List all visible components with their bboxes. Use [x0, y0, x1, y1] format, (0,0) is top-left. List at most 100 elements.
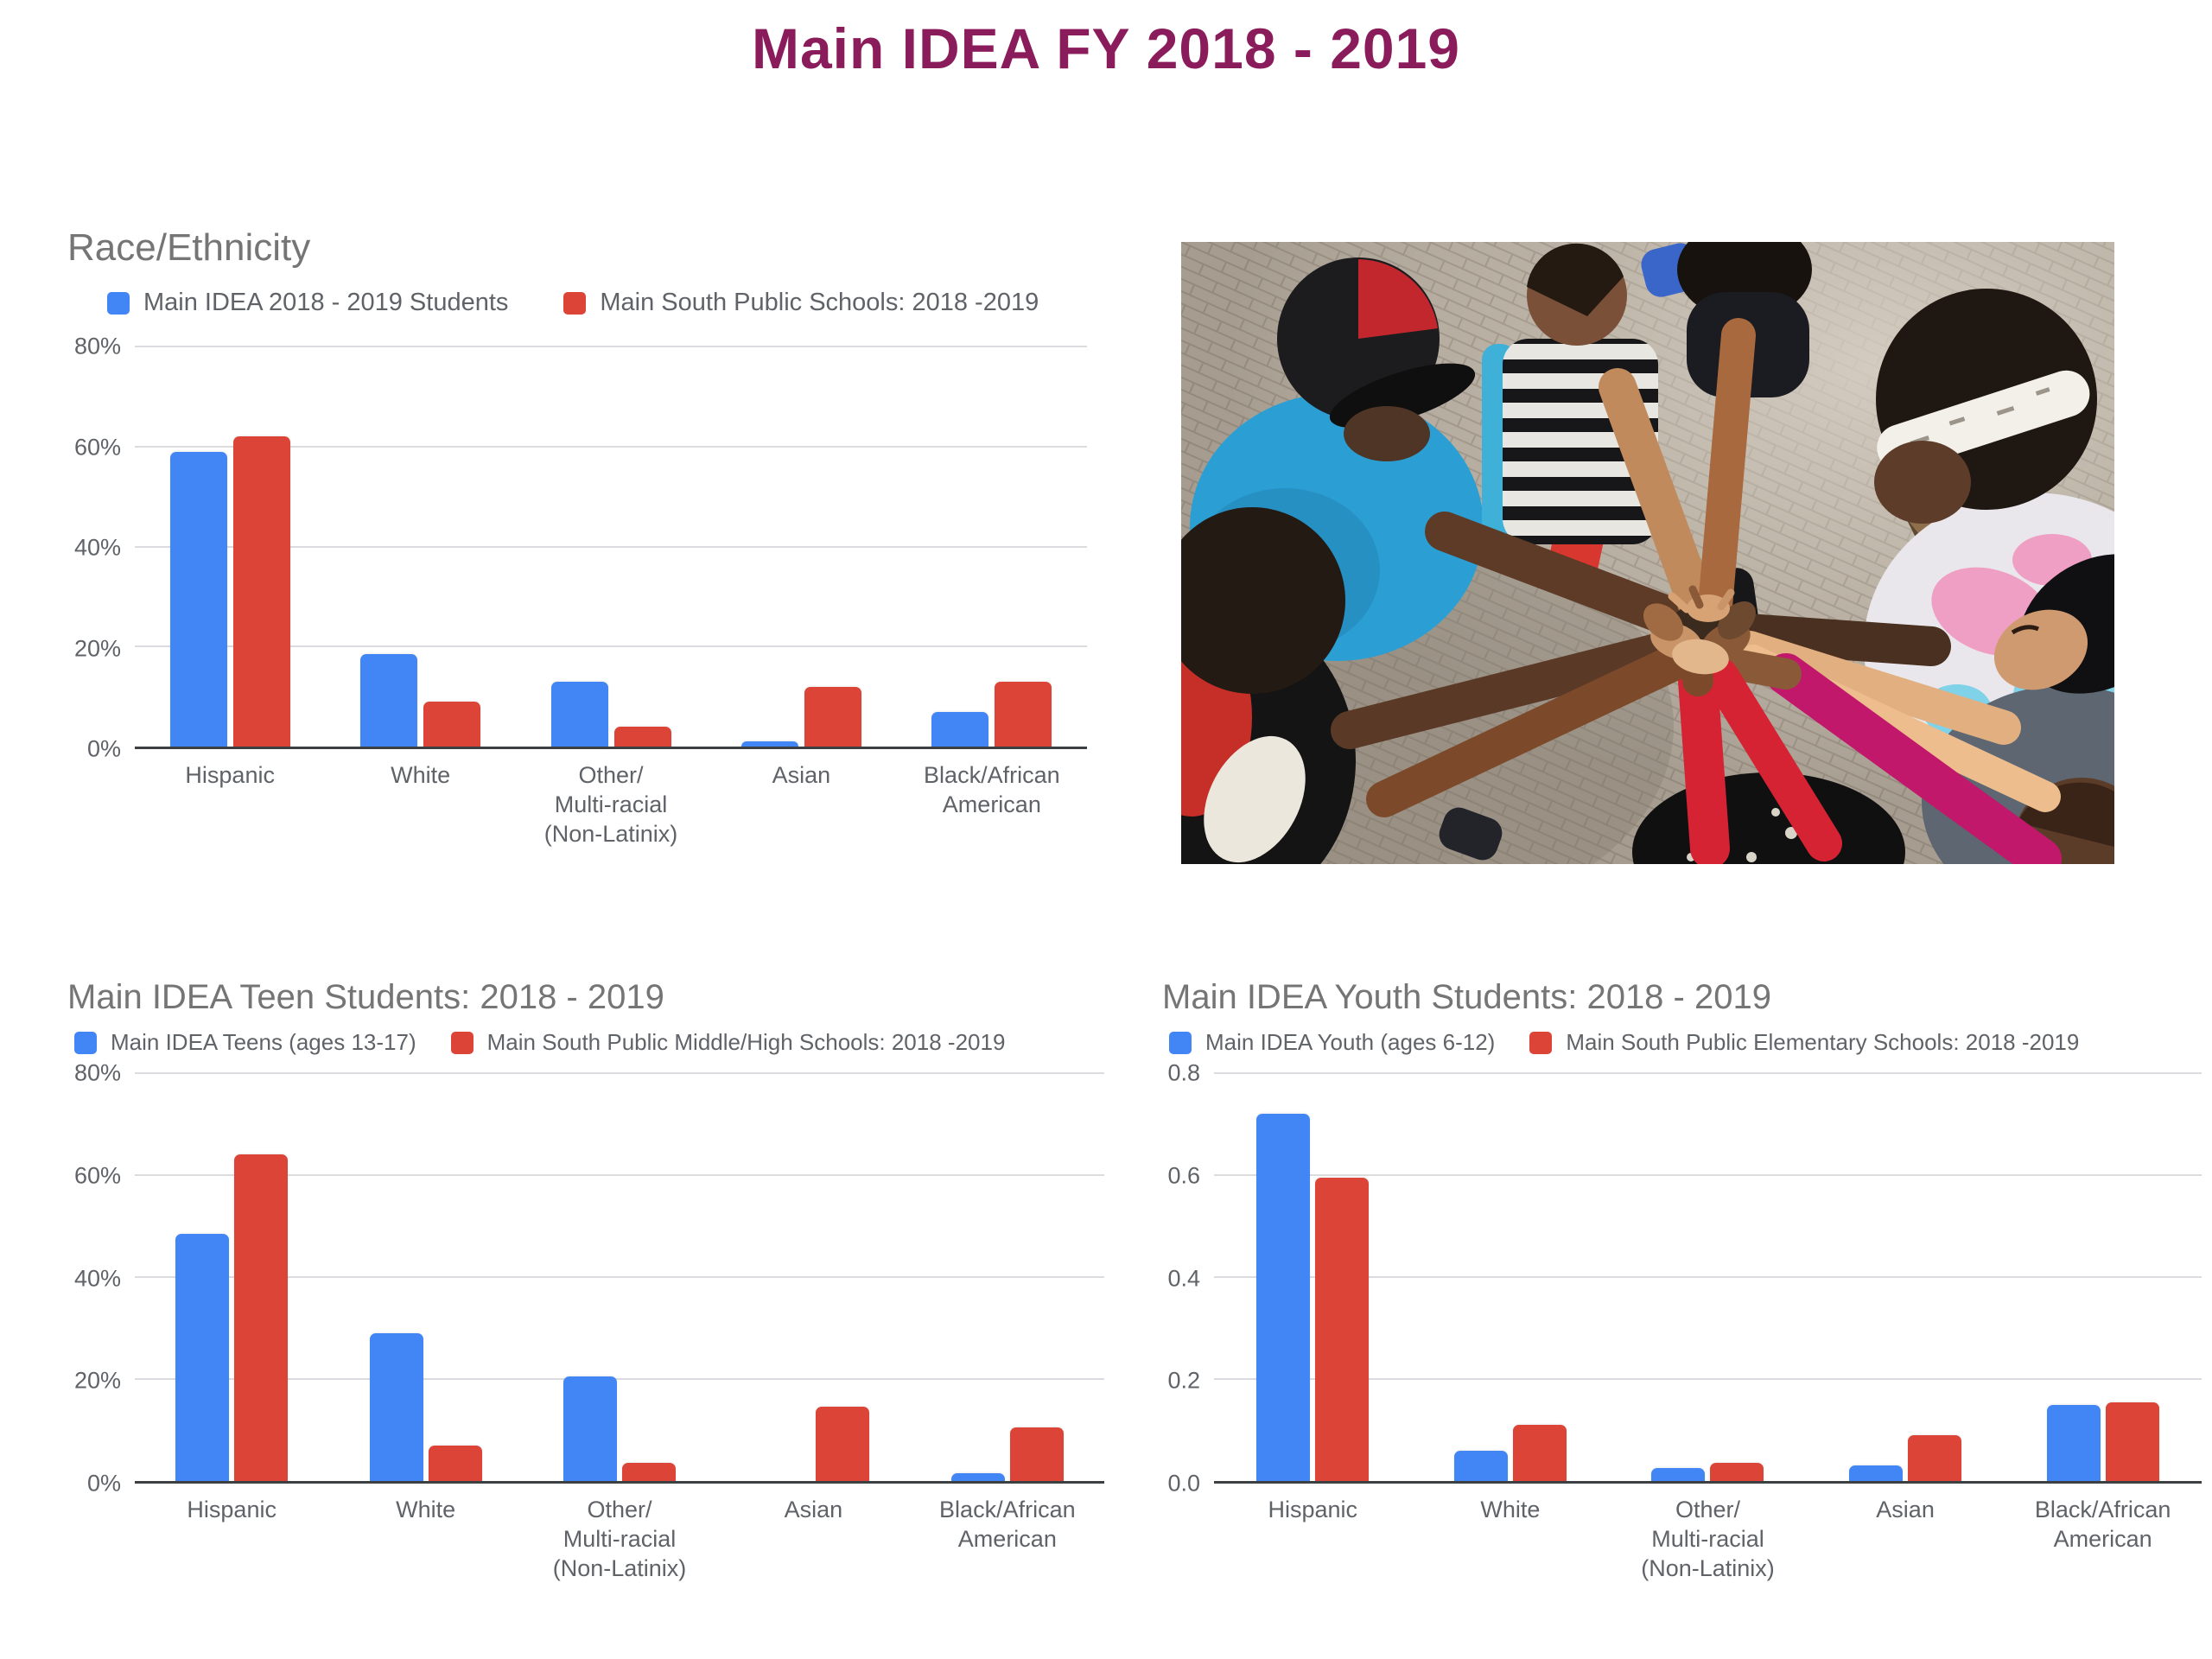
chart-title: Race/Ethnicity — [67, 226, 311, 269]
bar-plot — [135, 1072, 1104, 1484]
bar-group — [325, 346, 515, 747]
y-axis-tick-label: 20% — [73, 1367, 121, 1394]
y-axis: 0.8 0.6 0.4 0.2 0.0 — [1162, 1060, 1214, 1497]
y-axis-tick-label: 40% — [73, 534, 121, 561]
bar-group — [897, 346, 1087, 747]
y-axis-tick-label: 60% — [73, 1162, 121, 1189]
x-axis-category-label: Other/ Multi-racial (Non-Latinix) — [543, 762, 678, 847]
plot-area: 80% 60% 40% 20% 0% — [67, 334, 1087, 762]
bar — [816, 1407, 870, 1481]
plot-area: 0.8 0.6 0.4 0.2 0.0 — [1162, 1060, 2202, 1497]
bar-plot — [1214, 1072, 2202, 1484]
gridline — [135, 346, 1087, 347]
legend-label: Main South Public Elementary Schools: 20… — [1566, 1029, 2080, 1055]
legend-swatch-red — [1529, 1031, 1553, 1054]
x-axis-category-label: Black/African American — [924, 762, 1060, 817]
bar — [175, 1233, 230, 1481]
bar — [804, 686, 861, 747]
x-axis-category-label: Hispanic — [185, 762, 275, 788]
bar — [1453, 1450, 1508, 1481]
x-axis-category-label: White — [396, 1497, 456, 1522]
legend-swatch-blue — [107, 291, 130, 315]
y-axis-tick-label: 0% — [86, 735, 121, 762]
x-axis-category-label: Other/ Multi-racial (Non-Latinix) — [552, 1497, 687, 1581]
bar — [234, 1154, 289, 1481]
x-axis-category-label: Asian — [784, 1497, 843, 1522]
bar-group — [328, 1073, 522, 1481]
bar-group — [135, 346, 325, 747]
legend-swatch-blue — [74, 1031, 97, 1054]
x-axis: Hispanic White Other/ Multi-racial (Non-La… — [135, 1496, 1104, 1583]
legend-label: Main South Public Schools: 2018 -2019 — [600, 289, 1039, 316]
bar-group — [523, 1073, 716, 1481]
x-axis-category-label: White — [391, 762, 451, 788]
bar — [1849, 1465, 1904, 1481]
y-axis-tick-label: 40% — [73, 1265, 121, 1291]
y-axis-tick-label: 0.6 — [1167, 1162, 1200, 1189]
legend-item-main-idea: Main IDEA Youth (ages 6-12) — [1169, 1029, 1495, 1056]
bar — [931, 711, 989, 747]
x-axis-category-label: Black/African American — [2034, 1497, 2171, 1552]
bar — [423, 701, 481, 747]
gridline — [135, 445, 1087, 448]
legend-label: Main South Public Middle/High Schools: 2… — [486, 1029, 1006, 1055]
bar — [1315, 1177, 1370, 1481]
x-axis-category-label: Asian — [1876, 1497, 1935, 1522]
bar-group — [911, 1073, 1104, 1481]
y-axis-tick-label: 80% — [73, 1059, 121, 1086]
bar — [741, 741, 798, 747]
gridline — [135, 645, 1087, 648]
bar-group — [706, 346, 896, 747]
legend-swatch-blue — [1169, 1031, 1192, 1054]
bar-group — [716, 1073, 910, 1481]
legend-swatch-red — [450, 1031, 474, 1054]
chart-legend: Main IDEA Teens (ages 13-17) Main South … — [74, 1029, 1104, 1056]
chart-legend: Main IDEA Youth (ages 6-12) Main South P… — [1169, 1029, 2202, 1056]
x-axis-category-label: Hispanic — [1268, 1497, 1358, 1522]
y-axis-tick-label: 0% — [86, 1470, 121, 1497]
y-axis: 80% 60% 40% 20% 0% — [67, 1060, 135, 1497]
bar — [1710, 1463, 1764, 1481]
bar-plot — [135, 346, 1087, 749]
bar-group — [1214, 1073, 1412, 1481]
bar — [995, 681, 1052, 747]
teen-students-chart: Main IDEA Teen Students: 2018 - 2019 Mai… — [67, 978, 1104, 1583]
x-axis-category-label: White — [1480, 1497, 1541, 1522]
x-axis-category-label: Black/African American — [939, 1497, 1076, 1552]
bar — [428, 1445, 482, 1481]
y-axis-tick-label: 20% — [73, 635, 121, 661]
bar-groups — [135, 1073, 1104, 1481]
bar — [950, 1473, 1005, 1481]
gridline — [135, 1378, 1104, 1380]
group-photo-illustration — [1181, 242, 2114, 864]
y-axis-tick-label: 0.0 — [1167, 1470, 1200, 1497]
legend-swatch-red — [563, 291, 587, 315]
bar-group — [1609, 1073, 1807, 1481]
x-axis: Hispanic White Other/ Multi-racial (Non-La… — [135, 761, 1087, 849]
bar — [550, 681, 608, 747]
bar — [2105, 1402, 2159, 1481]
y-axis: 80% 60% 40% 20% 0% — [67, 334, 135, 762]
legend-item-main-idea: Main IDEA 2018 - 2019 Students — [107, 289, 508, 317]
bar-group — [135, 1073, 328, 1481]
gridline — [1214, 1378, 2202, 1380]
group-photo — [1181, 242, 2114, 864]
y-axis-tick-label: 0.2 — [1167, 1367, 1200, 1394]
legend-label: Main IDEA Teens (ages 13-17) — [111, 1029, 416, 1055]
bar-group — [516, 346, 706, 747]
bar-group — [1807, 1073, 2005, 1481]
bar — [622, 1463, 677, 1481]
gridline — [1214, 1174, 2202, 1176]
page-title: Main IDEA FY 2018 - 2019 — [751, 16, 1461, 80]
plot-area: 80% 60% 40% 20% 0% — [67, 1060, 1104, 1497]
y-axis-tick-label: 0.8 — [1167, 1059, 1200, 1086]
y-axis-tick-label: 0.4 — [1167, 1265, 1200, 1291]
y-axis-tick-label: 60% — [73, 434, 121, 460]
bar — [563, 1376, 618, 1481]
bar-group — [2004, 1073, 2202, 1481]
bar — [232, 436, 290, 747]
youth-students-chart: Main IDEA Youth Students: 2018 - 2019 Ma… — [1162, 978, 2202, 1583]
bar — [1512, 1425, 1567, 1481]
bar — [2046, 1404, 2101, 1481]
bar — [613, 726, 671, 747]
